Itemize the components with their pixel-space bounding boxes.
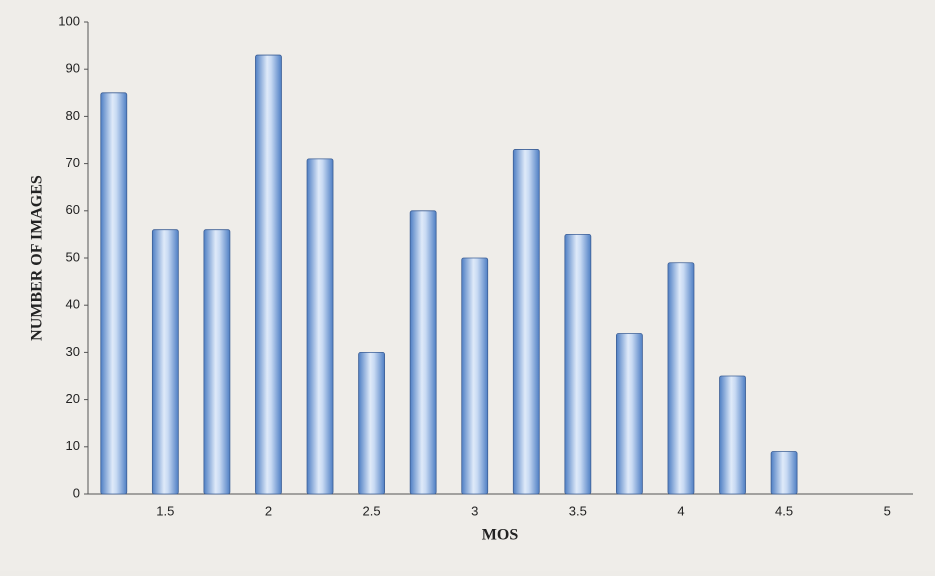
x-tick-label: 2 — [265, 503, 272, 518]
bar — [616, 333, 643, 495]
y-tick-label: 10 — [66, 438, 80, 453]
x-tick-label: 1.5 — [156, 503, 174, 518]
bar — [564, 233, 592, 495]
y-tick-label: 20 — [66, 391, 80, 406]
bar — [203, 229, 231, 495]
y-tick-label: 40 — [66, 297, 80, 312]
y-axis-title: NUMBER OF IMAGES — [29, 175, 46, 341]
y-tick-label: 0 — [73, 485, 80, 500]
x-tick-label: 2.5 — [363, 503, 381, 518]
y-tick-label: 30 — [66, 344, 80, 359]
bar — [719, 375, 746, 495]
y-tick-label: 60 — [66, 202, 80, 217]
bar — [306, 158, 334, 495]
y-tick-label: 100 — [58, 13, 80, 28]
x-tick-label: 3.5 — [569, 503, 587, 518]
x-tick-label: 4.5 — [775, 503, 793, 518]
bar — [461, 257, 489, 495]
y-tick-label: 70 — [66, 155, 80, 170]
y-tick-label: 50 — [66, 249, 80, 264]
y-tick-label: 80 — [66, 108, 80, 123]
bar — [667, 262, 695, 495]
x-axis-title: MOS — [482, 527, 519, 544]
bar — [151, 229, 179, 495]
bar — [770, 451, 798, 495]
bar — [100, 92, 128, 495]
y-tick-label: 90 — [66, 61, 80, 76]
x-tick-label: 3 — [471, 503, 478, 518]
bar — [512, 149, 540, 495]
x-tick-label: 4 — [677, 503, 684, 518]
x-tick-label: 5 — [884, 503, 891, 518]
bar — [409, 210, 437, 495]
bar — [358, 351, 385, 495]
bar — [255, 54, 282, 495]
